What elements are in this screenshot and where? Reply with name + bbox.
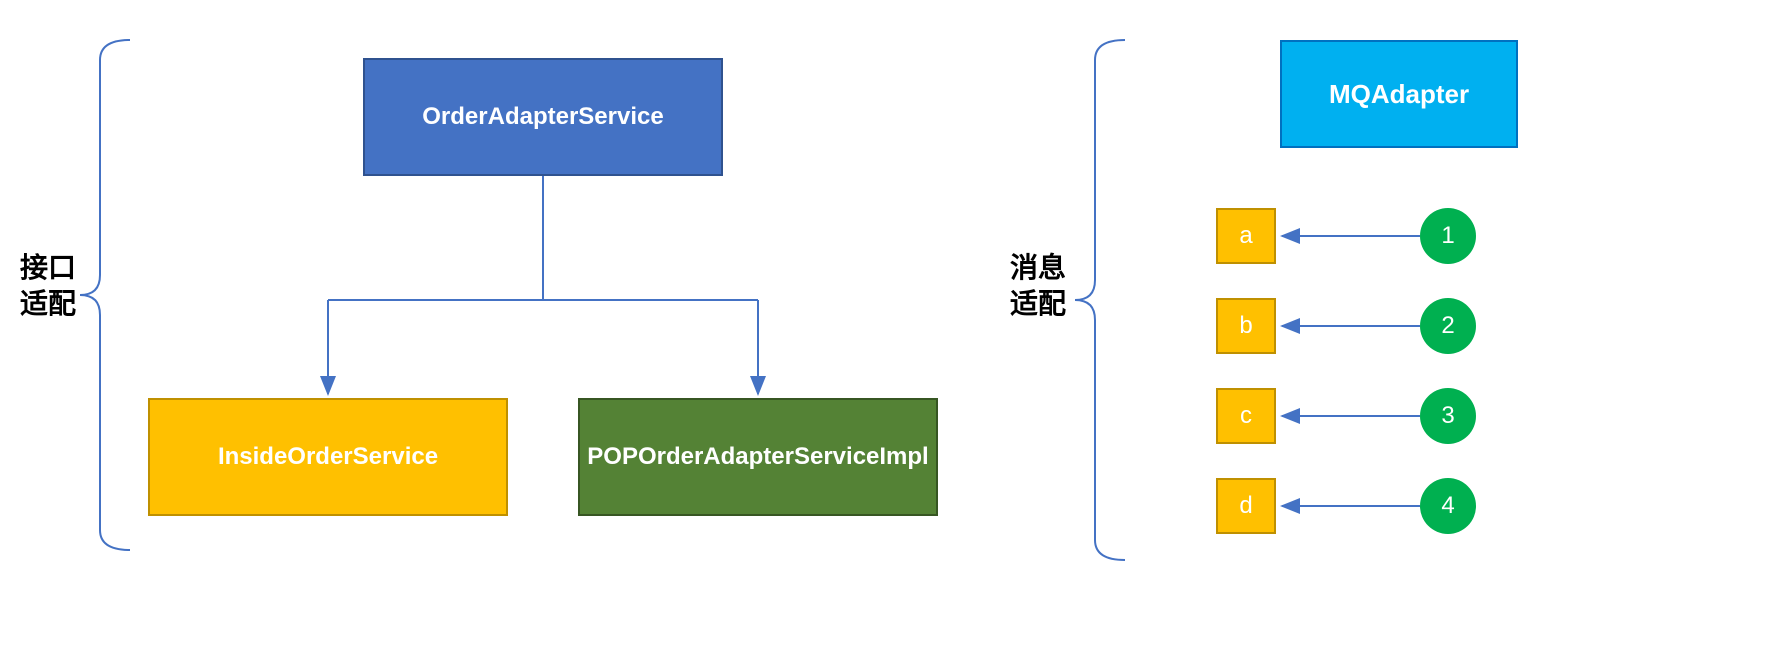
- order-adapter-service-label: OrderAdapterService: [422, 103, 663, 131]
- mapping-circle-1: 1: [1420, 208, 1476, 264]
- pop-order-adapter-service-label: POPOrderAdapterServiceImpl: [587, 443, 928, 471]
- mapping-box-d: d: [1216, 478, 1276, 534]
- left-group-label: 接口 适配: [20, 250, 76, 323]
- mapping-box-a: a: [1216, 208, 1276, 264]
- right-group-label: 消息 适配: [1010, 250, 1066, 323]
- mapping-box-c: c: [1216, 388, 1276, 444]
- mapping-circle-3: 3: [1420, 388, 1476, 444]
- mapping-circle-2: 2: [1420, 298, 1476, 354]
- right-label-line2: 适配: [1010, 288, 1066, 319]
- inside-order-service-box: InsideOrderService: [148, 398, 508, 516]
- left-label-line1: 接口: [20, 252, 76, 283]
- left-label-line2: 适配: [20, 288, 76, 319]
- mq-adapter-label: MQAdapter: [1329, 79, 1469, 110]
- pop-order-adapter-service-box: POPOrderAdapterServiceImpl: [578, 398, 938, 516]
- mapping-box-b: b: [1216, 298, 1276, 354]
- mapping-circle-4: 4: [1420, 478, 1476, 534]
- inside-order-service-label: InsideOrderService: [218, 443, 438, 471]
- right-label-line1: 消息: [1010, 252, 1066, 283]
- order-adapter-service-box: OrderAdapterService: [363, 58, 723, 176]
- mq-adapter-box: MQAdapter: [1280, 40, 1518, 148]
